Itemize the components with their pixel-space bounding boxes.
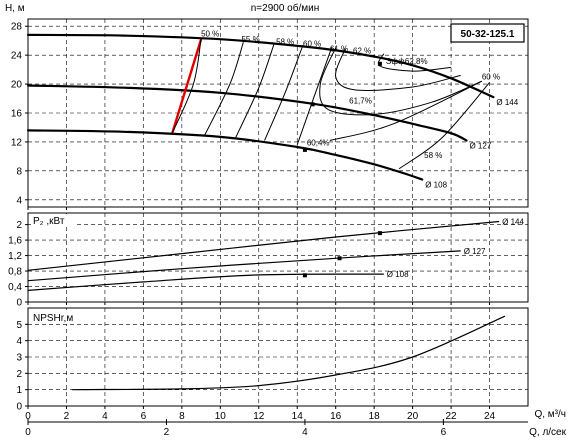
chart-title: n=2900 об/мин xyxy=(251,2,319,14)
y-tick-label: 0,8 xyxy=(8,267,22,278)
y-axis-label-head: H, м xyxy=(5,3,25,14)
model-box xyxy=(450,23,525,43)
curve-marker xyxy=(302,147,307,152)
y-tick-label: 16 xyxy=(11,109,23,120)
efficiency-label: 62 % xyxy=(353,47,371,56)
x-tick-label-m3h: 10 xyxy=(215,411,227,422)
efficiency-label: 55 % xyxy=(241,35,259,44)
series-label: Ø 144 xyxy=(502,218,524,227)
series-line xyxy=(27,220,500,271)
panel-frame xyxy=(27,18,529,208)
x-tick-label-m3h: 8 xyxy=(179,411,185,422)
operating-limit-line xyxy=(171,38,203,134)
x-tick-label-m3h: 6 xyxy=(141,411,147,422)
series-line xyxy=(27,273,384,291)
y-axis-label-npsh: NPSHr,м xyxy=(33,313,73,324)
y-tick-label: 2 xyxy=(16,369,22,380)
series-label: Ø 144 xyxy=(496,98,518,107)
series-label: Ø 127 xyxy=(469,141,491,150)
efficiency-label: 60,4% xyxy=(307,139,330,148)
x-tick-label-ls: 2 xyxy=(164,427,170,438)
y-tick-label: 4 xyxy=(16,336,22,347)
y-tick-label: 0 xyxy=(16,402,22,413)
x-tick-label-m3h: 2 xyxy=(64,411,70,422)
y-tick-label: 28 xyxy=(11,22,23,33)
x-tick-label-m3h: 20 xyxy=(407,411,419,422)
series-label: Ø 108 xyxy=(425,181,447,190)
model-label: 50-32-125.1 xyxy=(461,29,515,40)
series-line xyxy=(27,250,461,282)
x-tick-label-m3h: 4 xyxy=(102,411,108,422)
series-line xyxy=(72,315,506,391)
efficiency-label: Эфф xyxy=(386,57,405,66)
npsh-label-bg xyxy=(31,310,83,324)
y-tick-label: 24 xyxy=(11,51,23,62)
series-label: Ø 108 xyxy=(387,270,409,279)
x-tick-label-ls: 0 xyxy=(25,427,31,438)
efficiency-contour xyxy=(335,48,461,91)
efficiency-contour xyxy=(264,44,304,141)
panel-1: 4 8 12 16 20 24 28 Ø 144 Ø 127 Ø 108 xyxy=(11,18,529,210)
power-label-bg xyxy=(31,214,75,227)
y-tick-label: 20 xyxy=(11,80,23,91)
y-axis-label-power: P₂ ,кВт xyxy=(33,216,65,227)
efficiency-contour xyxy=(204,41,244,135)
y-tick-label: 1,6 xyxy=(8,236,22,247)
y-tick-label: 3 xyxy=(16,353,22,364)
efficiency-contour xyxy=(398,82,490,170)
curve-marker xyxy=(377,231,382,236)
y-tick-label: 12 xyxy=(11,137,23,148)
x-tick-label-m3h: 22 xyxy=(446,411,458,422)
efficiency-contour xyxy=(235,43,275,138)
y-tick-label: 1 xyxy=(16,385,22,396)
efficiency-contour xyxy=(171,38,202,134)
y-tick-label: 8 xyxy=(16,166,22,177)
series-line xyxy=(26,129,424,181)
efficiency-label: 60 % xyxy=(482,73,500,82)
x-tick-label-m3h: 0 xyxy=(25,411,31,422)
curve-marker xyxy=(377,61,382,66)
y-tick-label: 4 xyxy=(16,195,22,206)
x-tick-label-m3h: 16 xyxy=(330,411,342,422)
panel-3: 0 1 2 3 4 5 xyxy=(16,307,529,413)
x-axis-title-m3h: Q, м³/ч xyxy=(534,409,566,420)
efficiency-label: 60 % xyxy=(303,39,321,48)
curve-marker xyxy=(302,273,307,278)
x-tick-label-m3h: 24 xyxy=(484,411,496,422)
efficiency-contour xyxy=(329,80,483,141)
y-tick-label: 1,2 xyxy=(8,251,22,262)
x-tick-label-ls: 4 xyxy=(302,427,308,438)
x-axis-title-ls: Q, л/сек xyxy=(529,427,567,438)
y-tick-label: 2 xyxy=(16,220,22,231)
efficiency-label: 61,7% xyxy=(349,97,372,106)
x-tick-label-m3h: 12 xyxy=(253,411,265,422)
y-tick-label: 0,4 xyxy=(8,282,22,293)
series-line xyxy=(26,84,468,142)
panel-frame xyxy=(27,212,529,303)
y-tick-label: 5 xyxy=(16,320,22,331)
series-label: Ø 127 xyxy=(464,247,486,256)
efficiency-label: 50 % xyxy=(201,29,219,38)
efficiency-label: 61 % xyxy=(330,45,348,54)
x-tick-label-ls: 6 xyxy=(441,427,447,438)
efficiency-contour xyxy=(296,47,333,145)
x-tick-label-m3h: 18 xyxy=(369,411,381,422)
efficiency-label: 62,8% xyxy=(405,57,428,66)
curve-marker xyxy=(310,102,315,107)
efficiency-label: 58 % xyxy=(424,151,442,160)
panel-frame xyxy=(27,307,529,407)
series-line xyxy=(26,33,495,99)
panel-2: 0 0,4 0,8 1,2 1,6 2 Ø 144 Ø 127 Ø 108 xyxy=(8,212,529,309)
efficiency-label: 58 % xyxy=(276,37,294,46)
curve-marker xyxy=(337,256,342,261)
x-tick-label-m3h: 14 xyxy=(292,411,304,422)
efficiency-contour xyxy=(377,53,452,72)
efficiency-contour xyxy=(319,47,482,116)
y-tick-label: 0 xyxy=(16,298,22,309)
